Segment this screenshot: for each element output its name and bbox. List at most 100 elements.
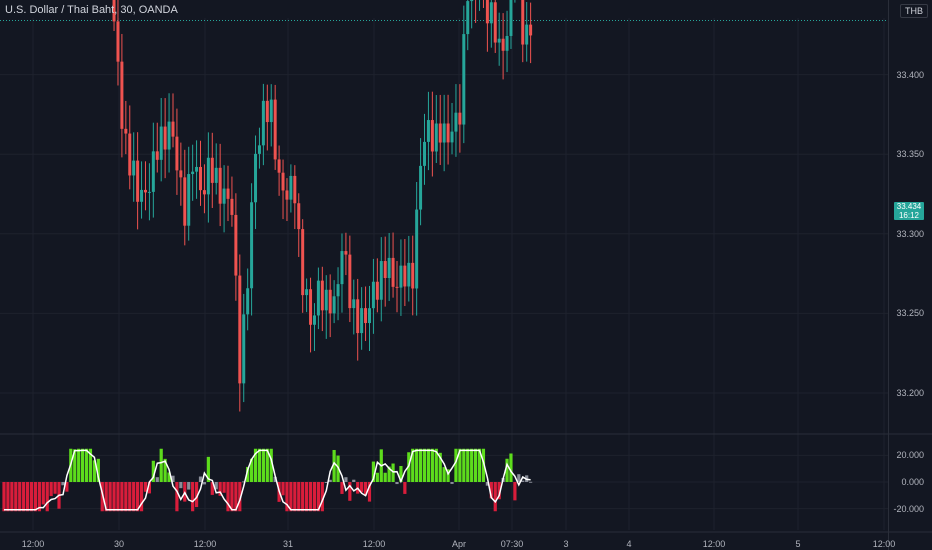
candle-body (147, 191, 151, 193)
oscillator-bar (242, 481, 246, 483)
candle-body (356, 299, 360, 334)
oscillator-bar (273, 476, 277, 482)
oscillator-bar (407, 452, 411, 482)
oscillator-bar (10, 482, 14, 512)
candle-body (281, 172, 285, 191)
oscillator-bar (485, 482, 489, 486)
candle-body (407, 262, 411, 287)
candle-body (202, 190, 206, 195)
oscillator-bar (458, 448, 462, 482)
candle-body (352, 299, 356, 309)
oscillator-bar (344, 477, 348, 482)
oscillator-bar (450, 482, 454, 484)
candle-body (497, 38, 501, 43)
oscillator-bar (124, 482, 128, 512)
candle-body (187, 174, 191, 226)
oscillator-bar (45, 482, 49, 512)
oscillator-bar (73, 449, 77, 482)
oscillator-bar (497, 482, 501, 500)
candle-body (163, 126, 167, 150)
candle-body (246, 288, 250, 315)
oscillator-bar (493, 482, 497, 512)
indicator-tick-label: 0.000 (901, 477, 924, 487)
oscillator-bar (489, 482, 493, 499)
oscillator-bar (434, 448, 438, 482)
candle-body (521, 0, 525, 45)
oscillator-bar (132, 482, 136, 512)
oscillator-bar (191, 482, 195, 512)
currency-badge[interactable]: THB (900, 4, 928, 18)
oscillator-bar (509, 453, 513, 482)
oscillator-bar (466, 448, 470, 482)
oscillator-bar (363, 482, 368, 496)
oscillator-bar (293, 482, 297, 512)
candle-body (155, 151, 159, 160)
oscillator-bar (312, 482, 317, 512)
candle-body (442, 123, 446, 143)
candle-body (419, 165, 423, 210)
candle-body (277, 159, 281, 173)
candle-body (128, 133, 132, 176)
oscillator-bar (6, 482, 10, 512)
candle-body (454, 112, 458, 132)
candle-body (332, 296, 336, 314)
oscillator-bar (175, 482, 179, 512)
candle-body (423, 141, 427, 166)
candle-body (214, 167, 218, 183)
oscillator-bar (41, 482, 45, 505)
oscillator-bar (253, 448, 258, 482)
candle-body (199, 166, 202, 191)
oscillator-bar (481, 448, 486, 482)
oscillator-bar (371, 461, 376, 482)
candle-body (210, 157, 214, 183)
oscillator-bar (360, 482, 364, 493)
oscillator-bar (147, 482, 152, 494)
candle-body (434, 123, 438, 152)
oscillator-bar (112, 482, 116, 512)
candle-body (183, 177, 187, 226)
candle-body (218, 167, 222, 204)
candle-body (509, 0, 513, 36)
oscillator-pane (2, 448, 533, 512)
oscillator-bar (324, 482, 328, 483)
oscillator-bar (375, 472, 379, 482)
candle-body (175, 136, 179, 171)
oscillator-bar (187, 482, 191, 490)
oscillator-bar (285, 482, 289, 512)
candle-body (501, 38, 505, 51)
oscillator-bar (340, 482, 344, 494)
oscillator-bar (49, 482, 53, 497)
oscillator-bar (25, 482, 30, 512)
candle-body (415, 209, 419, 289)
symbol-title[interactable]: U.S. Dollar / Thai Baht, 30, OANDA (5, 4, 178, 16)
candle-body (273, 99, 277, 160)
oscillator-bar (238, 482, 242, 512)
candle-body (383, 261, 387, 279)
oscillator-bar (116, 482, 120, 512)
oscillator-bar (426, 448, 431, 482)
candle-body (387, 257, 391, 279)
candle-body (297, 203, 301, 230)
candle-body (320, 280, 324, 311)
oscillator-bar (96, 458, 100, 482)
candle-body (324, 289, 328, 311)
candle-body (458, 112, 462, 125)
candle-body (450, 131, 454, 143)
candle-body (485, 0, 489, 24)
candle-body (254, 153, 258, 203)
oscillator-bar (415, 448, 419, 482)
candle-body (367, 308, 371, 324)
oscillator-bar (513, 482, 517, 501)
price-tick-label: 33.350 (896, 149, 924, 160)
oscillator-bar (387, 466, 391, 482)
candle-body (525, 24, 529, 45)
candle-body (195, 166, 199, 172)
oscillator-bar (269, 448, 273, 482)
oscillator-bar (391, 463, 395, 482)
oscillator-bar (289, 482, 293, 512)
oscillator-bar (411, 448, 415, 482)
candle-body (250, 202, 254, 289)
oscillator-bar (163, 458, 167, 482)
